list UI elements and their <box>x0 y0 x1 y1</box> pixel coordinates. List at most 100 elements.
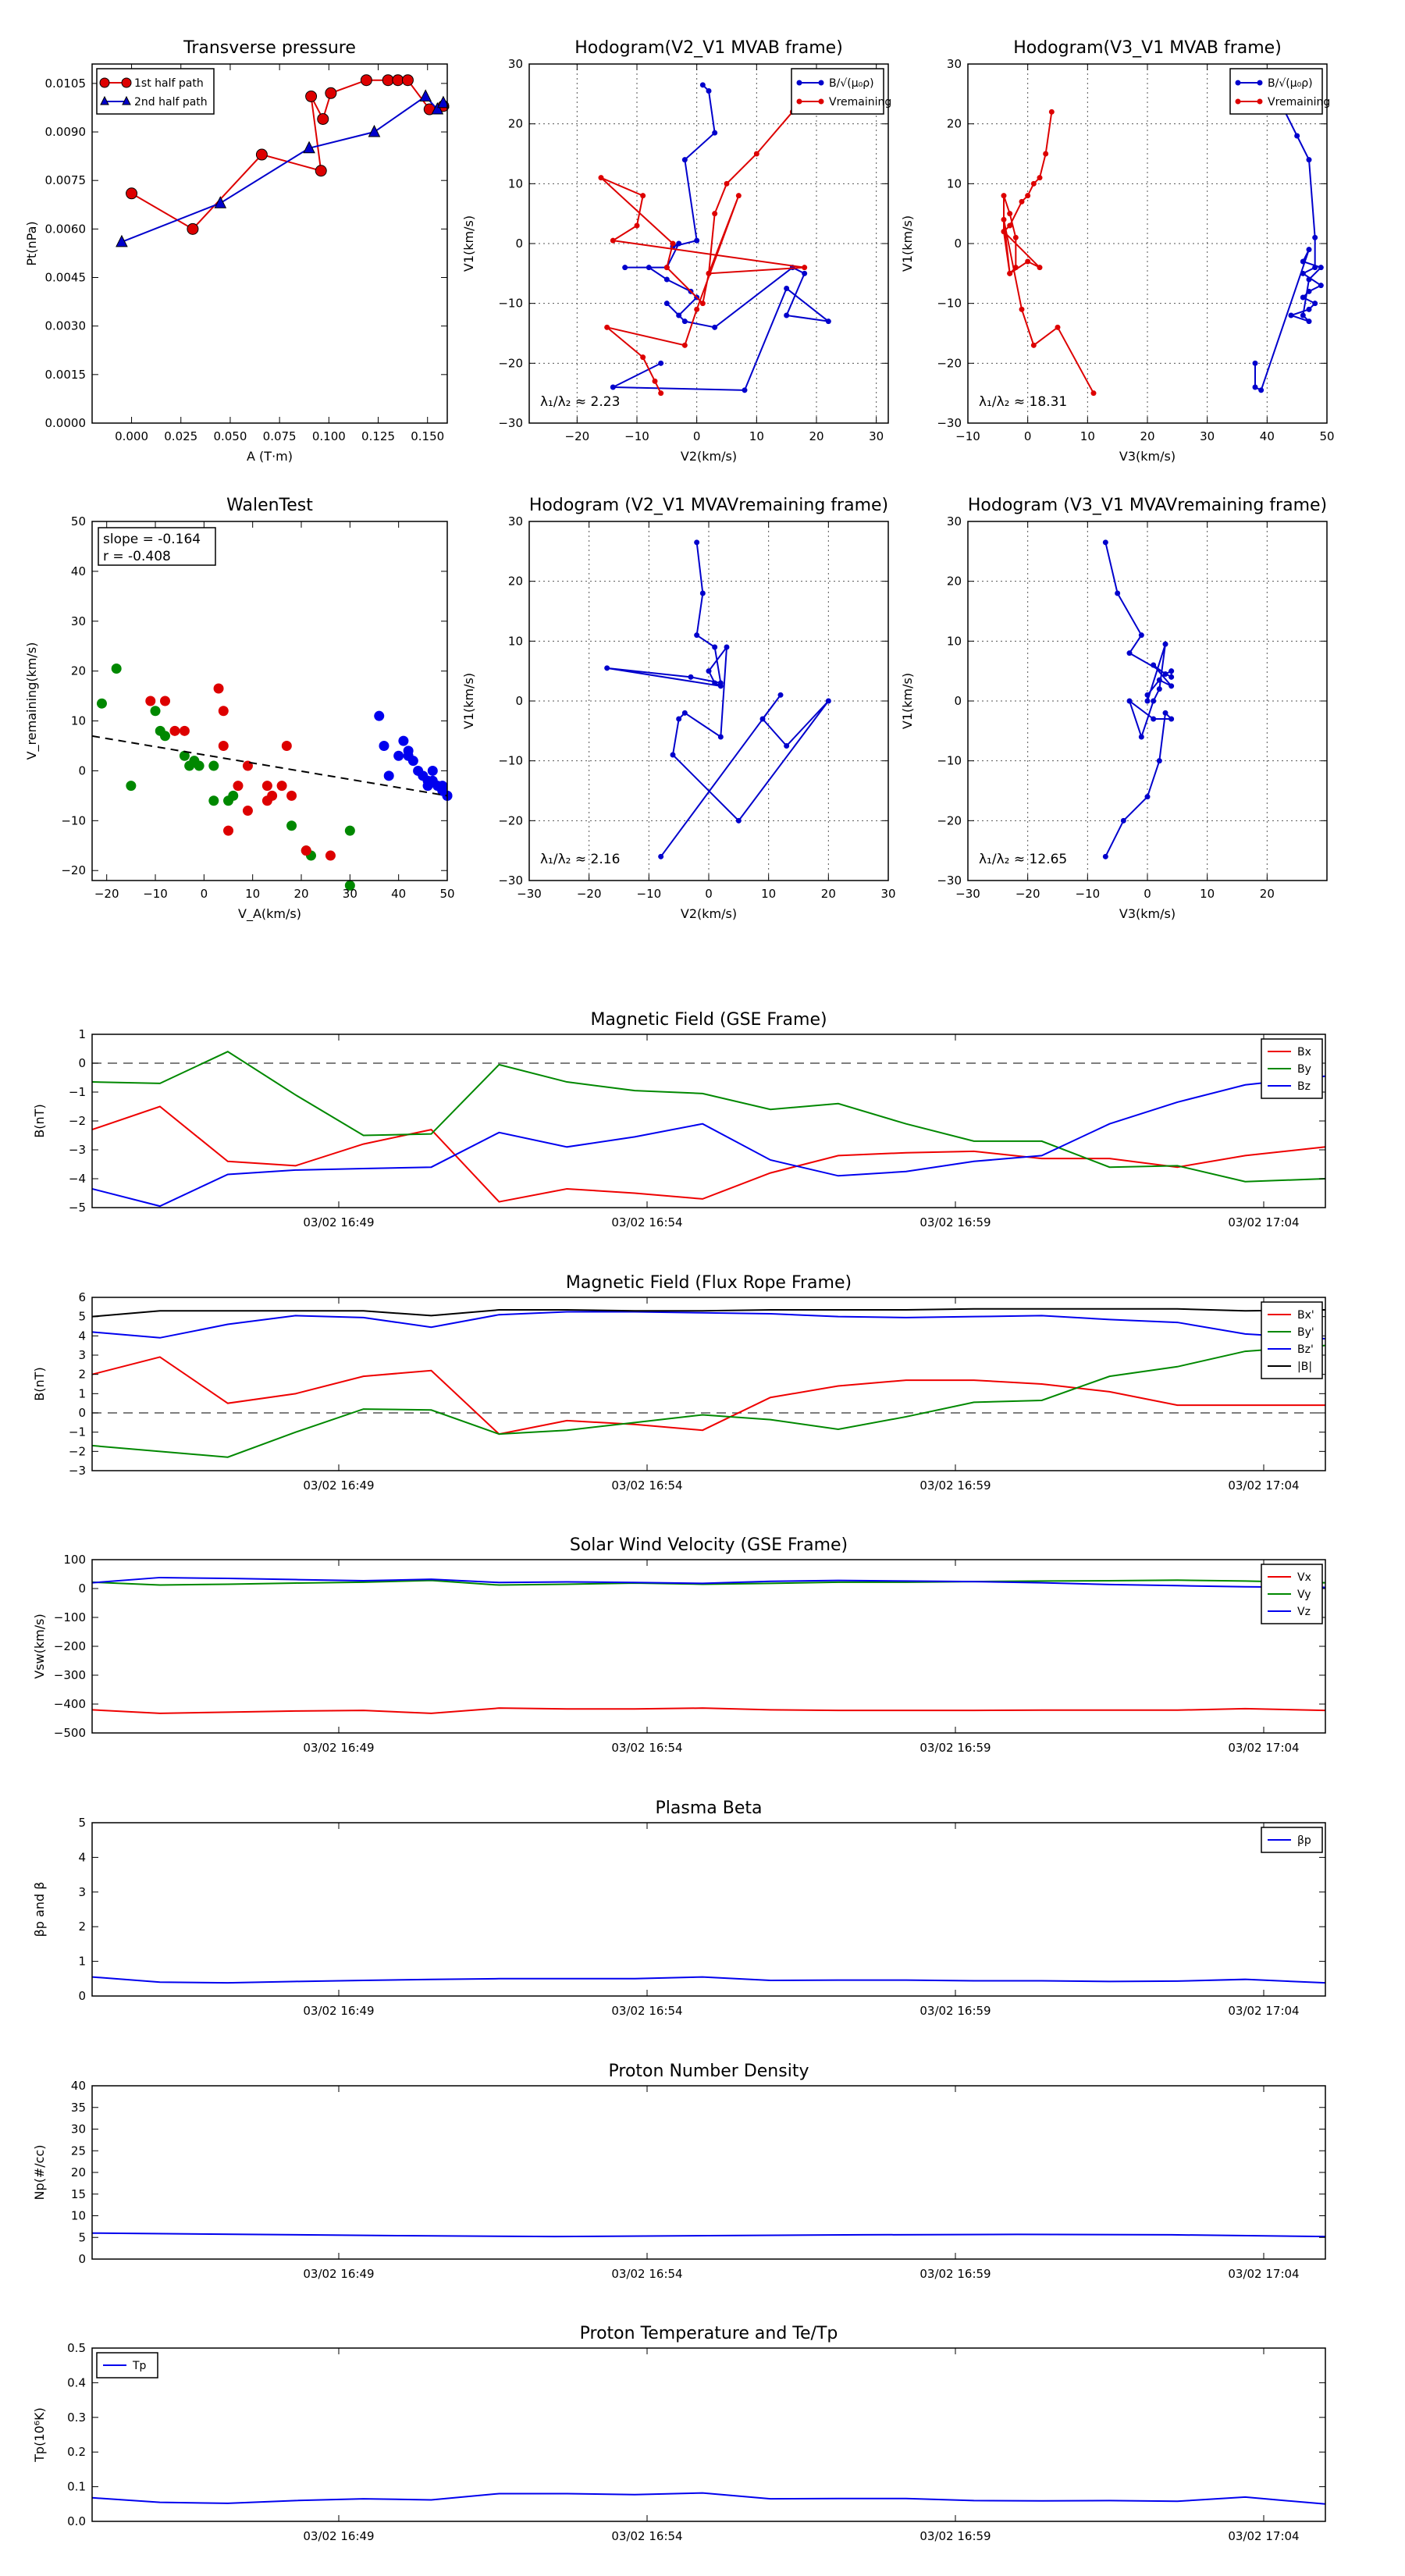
data-point <box>1007 270 1013 276</box>
data-point <box>401 74 414 87</box>
data-point <box>706 668 712 674</box>
x-axis-label: V_A(km/s) <box>238 906 301 922</box>
data-point <box>317 112 329 125</box>
hodogram-v3-v1-mvav-chart: −30 −20 −10 0 10 20 −30 −20 −10 0 10 20 30 Hodogram (… <box>900 496 1328 921</box>
data-point <box>681 710 688 716</box>
y-tick-label: 20 <box>508 575 523 589</box>
data-point <box>431 101 444 115</box>
series-line <box>91 1707 1326 1714</box>
data-point <box>218 741 229 751</box>
legend-label: Tp <box>132 2360 147 2372</box>
chart-title: Proton Number Density <box>609 2062 809 2081</box>
y-tick-label: 15 <box>71 2187 86 2201</box>
data-point <box>344 825 355 836</box>
legend-marker <box>1235 80 1241 86</box>
data-point <box>1120 817 1126 824</box>
y-tick-label: 5 <box>78 1310 86 1324</box>
y-tick-label: 3 <box>78 1885 86 1899</box>
y-tick-label: 1 <box>78 1955 86 1969</box>
data-point <box>1037 265 1043 271</box>
data-point <box>1168 683 1175 689</box>
data-point <box>706 270 712 276</box>
x-tick-label: −10 <box>624 429 649 443</box>
chart-title: Solar Wind Velocity (GSE Frame) <box>570 1535 848 1555</box>
series-line <box>612 84 831 391</box>
x-tick-label: 0.075 <box>263 429 297 443</box>
legend-label: Vx <box>1297 1571 1311 1584</box>
data-point <box>694 306 700 312</box>
data-point <box>1151 698 1157 704</box>
x-tick-label: 03/02 17:04 <box>1228 2004 1299 2018</box>
x-tick-label: 03/02 16:54 <box>611 1741 682 1755</box>
data-point <box>437 95 450 109</box>
data-point <box>1001 193 1007 199</box>
legend-label: Bz' <box>1297 1343 1314 1356</box>
x-axis-label: V2(km/s) <box>681 906 737 921</box>
y-tick-label: 35 <box>71 2101 86 2115</box>
x-tick-label: 0.000 <box>115 429 148 443</box>
x-tick-label: 20 <box>1260 887 1275 901</box>
legend-marker <box>122 95 131 105</box>
data-point <box>1168 674 1175 680</box>
data-point <box>742 387 748 393</box>
x-tick-label: 10 <box>761 887 776 901</box>
data-point <box>825 318 831 325</box>
data-point <box>407 756 418 767</box>
legend-label: By <box>1297 1063 1311 1076</box>
x-tick-label: 03/02 16:49 <box>303 2267 374 2281</box>
legend-box <box>791 68 884 115</box>
legend-label: βp <box>1297 1834 1311 1847</box>
magnetic-field-flux-rope-chart: 03/02 16:49 03/02 16:54 03/02 16:59 03/02 1… <box>32 1273 1326 1493</box>
y-tick-label: 0.0045 <box>45 271 87 285</box>
data-point <box>398 735 409 746</box>
y-tick-label: 10 <box>71 714 86 728</box>
ratio-annotation: λ₁/λ₂ ≈ 12.65 <box>979 852 1067 867</box>
data-point <box>676 716 682 722</box>
data-point <box>1306 306 1312 312</box>
y-axis-label: B(nT) <box>32 1367 47 1400</box>
data-point <box>286 790 297 801</box>
plot-frame <box>91 1297 1326 1471</box>
y-tick-label: 2 <box>78 1368 86 1382</box>
x-tick-label: 03/02 16:59 <box>919 1215 991 1229</box>
x-tick-label: 30 <box>343 887 357 901</box>
y-tick-label: 25 <box>71 2144 86 2158</box>
y-tick-label: 40 <box>71 564 86 578</box>
y-tick-label: −4 <box>69 1172 86 1186</box>
data-point <box>276 781 287 792</box>
data-point <box>1012 234 1019 240</box>
y-tick-label: 20 <box>947 575 962 589</box>
data-point <box>784 286 790 291</box>
chart-title: Hodogram(V2_V1 MVAB frame) <box>574 38 843 58</box>
legend-marker <box>1257 80 1263 86</box>
proton-number-density-chart: 03/02 16:49 03/02 16:54 03/02 16:59 03/02 1… <box>32 2062 1326 2281</box>
data-point <box>712 644 718 650</box>
data-point <box>1055 324 1061 330</box>
data-point <box>344 880 355 891</box>
plot-frame <box>91 1034 1326 1208</box>
x-tick-label: 50 <box>1319 429 1334 443</box>
y-axis-label: Np(#/cc) <box>32 2145 47 2201</box>
x-tick-label: 0 <box>1144 887 1151 901</box>
series-line <box>91 1976 1326 1984</box>
x-tick-label: 03/02 17:04 <box>1228 1741 1299 1755</box>
x-tick-label: 03/02 16:54 <box>611 2529 682 2543</box>
data-point <box>374 710 385 721</box>
data-point <box>150 706 161 717</box>
stats-text: slope = -0.164 <box>103 532 201 547</box>
series-line <box>600 111 805 394</box>
legend-label: By' <box>1297 1326 1314 1339</box>
x-tick-label: 03/02 17:04 <box>1228 2267 1299 2281</box>
y-tick-label: 0.0090 <box>45 125 87 139</box>
data-point <box>301 845 311 856</box>
y-axis-label: V1(km/s) <box>461 673 476 729</box>
data-point <box>261 781 272 792</box>
data-point <box>670 240 676 247</box>
data-point <box>1043 151 1049 157</box>
x-tick-label: 0 <box>1024 429 1032 443</box>
data-point <box>1151 662 1157 668</box>
data-point <box>1162 710 1168 716</box>
series-line <box>91 1105 1326 1203</box>
series-line <box>91 2492 1326 2505</box>
data-point <box>126 781 137 792</box>
